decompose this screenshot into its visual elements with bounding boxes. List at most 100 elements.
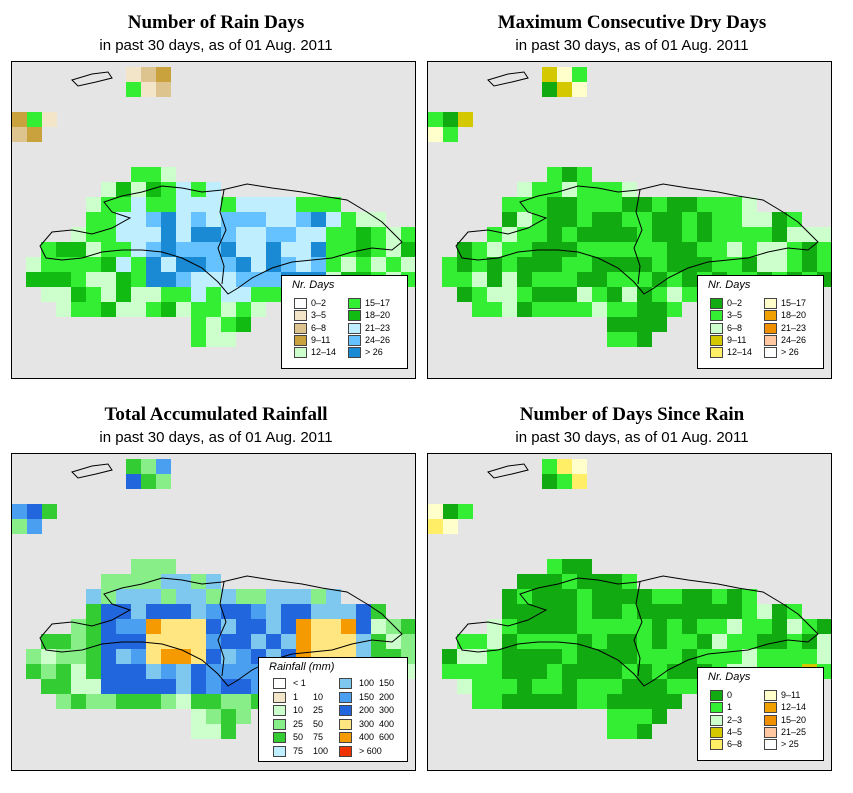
grid-cell [206, 287, 221, 302]
grid-cell [472, 287, 487, 302]
grid-cell [517, 679, 532, 694]
grid-cell [637, 634, 652, 649]
grid-cell [71, 664, 86, 679]
legend-label: 9–11 [727, 334, 747, 345]
grid-cell [622, 679, 637, 694]
grid-cell [697, 257, 712, 272]
grid-cell [532, 182, 547, 197]
grid-cell [206, 589, 221, 604]
island-outline [71, 71, 113, 87]
grid-cell [562, 664, 577, 679]
grid-cell [442, 257, 457, 272]
grid-cell [443, 112, 458, 127]
legend-swatch [710, 322, 723, 334]
grid-cell [502, 212, 517, 227]
legend-swatch [764, 322, 777, 334]
grid-cell [757, 649, 772, 664]
grid-cell [281, 589, 296, 604]
grid-cell [326, 589, 341, 604]
grid-cell [577, 227, 592, 242]
grid-cell [176, 694, 191, 709]
grid-cell [326, 212, 341, 227]
grid-cell [206, 664, 221, 679]
grid-cell [296, 227, 311, 242]
grid-cell [667, 197, 682, 212]
grid-cell [502, 619, 517, 634]
grid-cell [487, 649, 502, 664]
legend-range-low: 200 [359, 705, 375, 715]
legend-swatch [764, 739, 777, 751]
grid-cell [221, 694, 236, 709]
grid-cell [251, 287, 266, 302]
grid-cell [572, 67, 587, 82]
legend-range-high: 150 [379, 678, 395, 688]
grid-cell [787, 242, 802, 257]
grid-cell [637, 724, 652, 739]
grid-cell [607, 589, 622, 604]
grid-cell [577, 212, 592, 227]
grid-cell [86, 287, 101, 302]
grid-cell [607, 242, 622, 257]
grid-cell [191, 182, 206, 197]
grid-cell [41, 679, 56, 694]
grid-cell [41, 634, 56, 649]
grid-cell [401, 227, 415, 242]
grid-cell [457, 242, 472, 257]
grid-cell [326, 227, 341, 242]
grid-cell [652, 287, 667, 302]
grid-cell [667, 257, 682, 272]
grid-cell [311, 242, 326, 257]
grid-cell [547, 272, 562, 287]
grid-cell [443, 127, 458, 142]
grid-cell [311, 257, 326, 272]
coastline [39, 183, 403, 295]
grid-cell [637, 302, 652, 317]
grid-cell [161, 574, 176, 589]
grid-cell [442, 272, 457, 287]
grid-cell [146, 664, 161, 679]
grid-cell [562, 242, 577, 257]
grid-cell [101, 287, 116, 302]
grid-cell [517, 182, 532, 197]
grid-cell [817, 649, 831, 664]
grid-cell [458, 504, 473, 519]
legend-label: 15–20 [781, 714, 807, 725]
grid-cell [161, 694, 176, 709]
grid-cell [236, 242, 251, 257]
grid-cell [757, 242, 772, 257]
grid-cell [221, 287, 236, 302]
grid-cell [236, 649, 251, 664]
grid-cell [356, 212, 371, 227]
grid-cell [502, 589, 517, 604]
grid-cell [156, 82, 171, 97]
island-outline [487, 71, 529, 87]
grid-cell [116, 694, 131, 709]
legend-label: 0–2 [311, 298, 327, 308]
legend-label: 6–8 [727, 739, 743, 750]
grid-cell [622, 302, 637, 317]
grid-cell [326, 197, 341, 212]
legend-range-low: < 1 [293, 678, 306, 688]
grid-cell [12, 112, 27, 127]
grid-cell [682, 604, 697, 619]
grid-cell [637, 257, 652, 272]
grid-cell [161, 664, 176, 679]
grid-cell [667, 287, 682, 302]
grid-cell [562, 197, 577, 212]
grid-cell [56, 664, 71, 679]
grid-cell [592, 619, 607, 634]
grid-cell [727, 242, 742, 257]
grid-cell [472, 257, 487, 272]
grid-cell [457, 287, 472, 302]
grid-cell [562, 634, 577, 649]
grid-cell [311, 604, 326, 619]
grid-cell [562, 212, 577, 227]
grid-cell [86, 589, 101, 604]
legend-label: 21–23 [365, 322, 391, 333]
grid-cell [472, 634, 487, 649]
grid-cell [296, 589, 311, 604]
grid-cell [727, 227, 742, 242]
grid-cell [502, 257, 517, 272]
grid-cell [607, 332, 622, 347]
grid-cell [428, 127, 443, 142]
